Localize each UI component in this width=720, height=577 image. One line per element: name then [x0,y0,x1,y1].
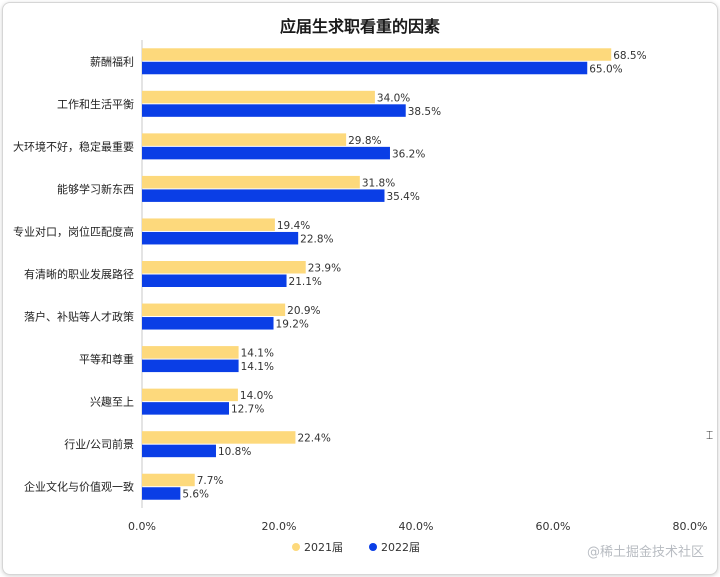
watermark: @稀土掘金技术社区 [587,544,704,560]
bar-2021 [142,175,360,189]
data-label: 29.8% [348,135,381,147]
data-label: 7.7% [197,475,224,487]
bar-2021 [142,218,275,231]
legend-marker-icon [292,543,300,551]
legend: 2021届 2022届 [292,541,420,554]
x-tick-label: 80.0% [673,520,708,533]
data-label: 20.9% [287,305,320,317]
category-label: 落户、补贴等人才政策 [24,310,134,324]
data-label: 38.5% [408,106,441,118]
data-label: 65.0% [589,63,622,75]
bar-2022 [142,402,229,415]
x-tick-label: 40.0% [399,520,434,533]
x-tick-label: 20.0% [262,520,297,533]
data-label: 19.4% [277,220,310,232]
legend-label: 2022届 [381,541,420,554]
data-label: 35.4% [386,191,419,203]
category-label: 大环境不好，稳定最重要 [13,139,134,153]
bar-2022 [142,61,588,75]
bar-2021 [142,48,612,61]
bar-2022 [142,487,181,500]
axis-layer: 0.0% 20.0% 40.0% 60.0% 80.0% 薪酬福利工作和生活平衡大环境不好… [13,40,707,533]
bar-2022 [142,231,299,245]
category-label: 薪酬福利 [90,54,134,68]
data-label: 22.8% [300,233,333,245]
bar-2021 [142,90,375,104]
legend-label: 2021届 [304,541,343,554]
category-label: 专业对口，岗位匹配度高 [13,224,134,238]
category-label: 兴趣至上 [90,395,134,409]
bar-2022 [142,189,385,202]
bar-2021 [142,303,286,317]
data-label: 14.1% [241,361,274,373]
data-label: 14.1% [241,348,274,360]
category-label: 平等和尊重 [79,352,134,366]
bar-2021 [142,261,306,274]
bars-layer: 68.5%65.0% 34.0% 38.5% 29.8% 36.2% 31.8% 35.4%… [142,48,647,501]
x-tick-label: 60.0% [536,520,571,533]
category-label: 工作和生活平衡 [57,97,134,111]
legend-marker-icon [369,543,377,551]
data-label: 23.9% [308,263,341,275]
data-label: 12.7% [231,404,264,416]
bar-2021 [142,473,195,487]
bar-2022 [142,104,406,117]
bar-2022 [142,146,390,160]
data-label: 22.4% [297,433,330,445]
bar-2021 [142,431,296,444]
bar-2022 [142,444,216,458]
data-label: 10.8% [218,446,251,458]
data-label: 21.1% [289,276,322,288]
data-label: 68.5% [613,50,646,62]
mouse-cursor-icon: ⌶ [706,428,714,442]
bar-2022 [142,359,239,373]
data-label: 14.0% [240,390,273,402]
bar-2022 [142,274,287,287]
bar-2021 [142,133,347,146]
category-label: 能够学习新东西 [57,182,134,196]
data-label: 31.8% [362,177,395,189]
bar-2021 [142,388,238,402]
chart-title: 应届生求职看重的因素 [280,17,440,36]
bar-2021 [142,346,239,359]
category-label: 企业文化与价值观一致 [24,480,134,494]
x-tick-label: 0.0% [128,520,156,533]
data-label: 19.2% [276,319,309,331]
category-label: 有清晰的职业发展路径 [24,267,134,281]
category-label: 行业/公司前景 [64,437,134,451]
data-label: 34.0% [377,92,410,104]
bar-2022 [142,317,274,330]
data-label: 36.2% [392,148,425,160]
data-label: 5.6% [182,489,209,501]
